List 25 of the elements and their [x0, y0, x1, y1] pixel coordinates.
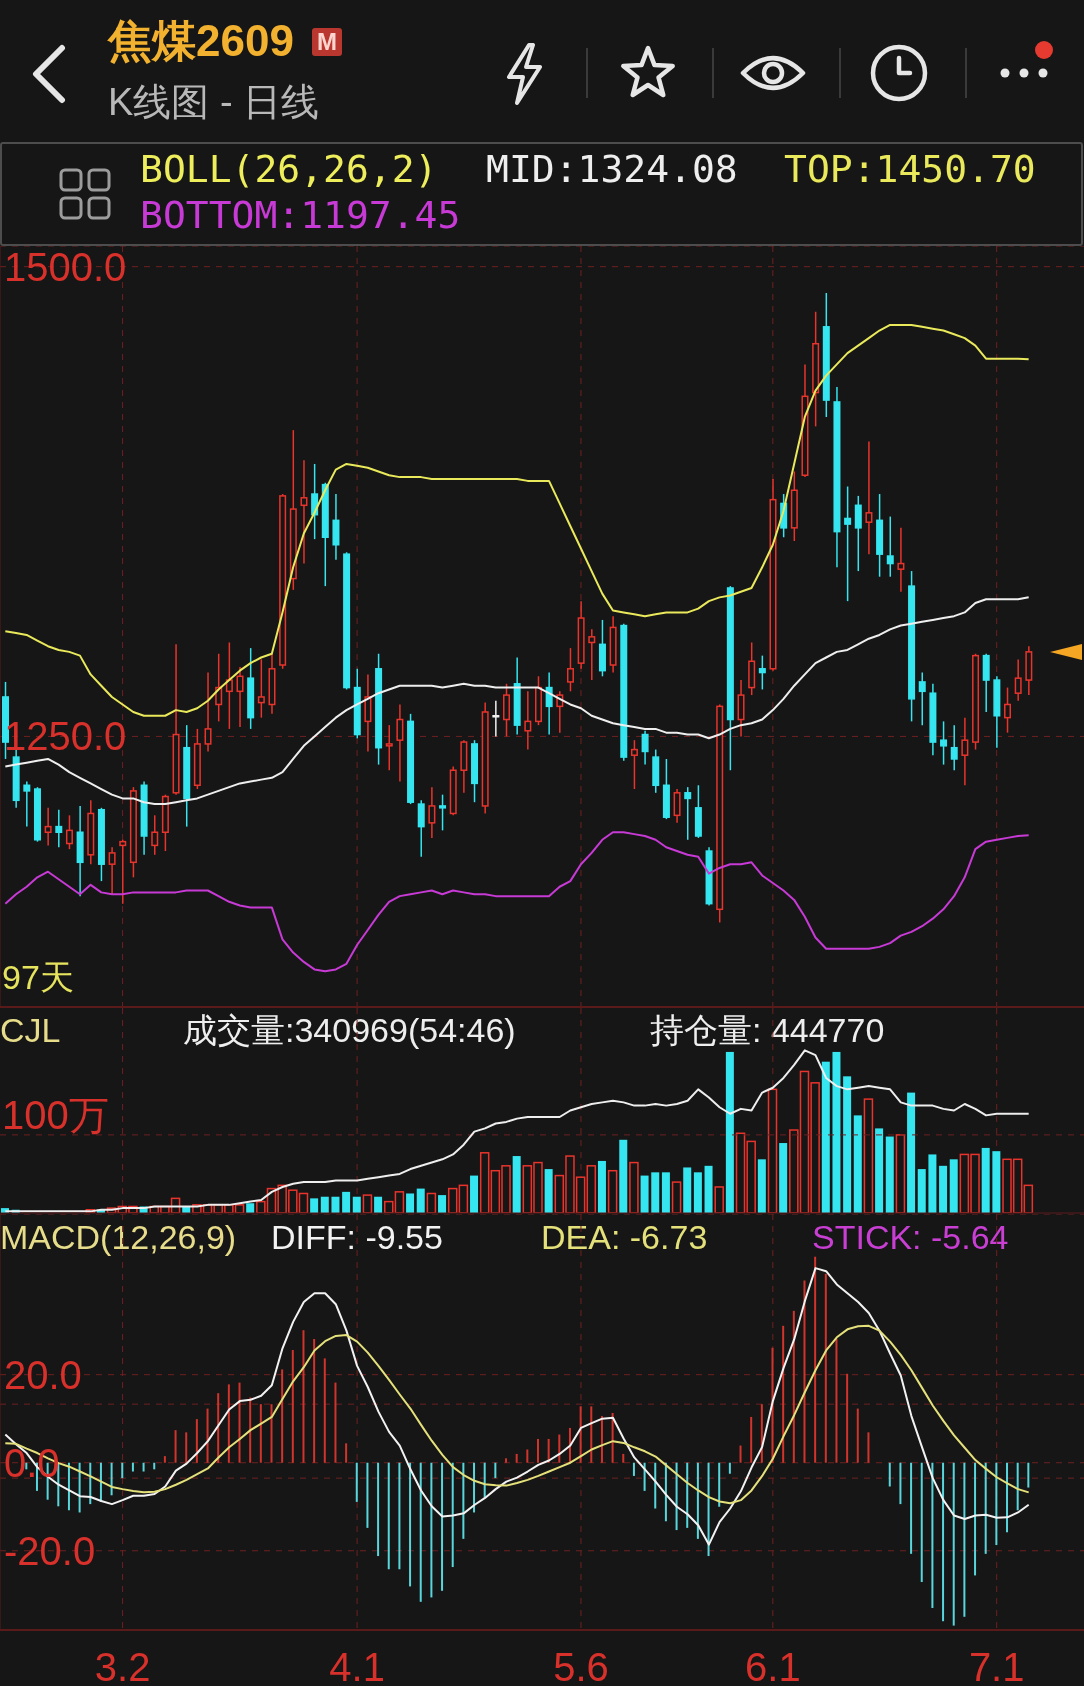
y-tick-label: 1500.0 — [4, 244, 127, 289]
chart-subtitle: K线图 - 日线 — [108, 81, 320, 123]
series-label: DIFF: -9.55 — [271, 1218, 443, 1256]
legend-title: BOLL(26,26,2) — [140, 147, 438, 191]
legend-title: CJL — [0, 1011, 61, 1049]
x-tick-label: 5.6 — [553, 1645, 609, 1686]
y-tick-label: -20.0 — [4, 1528, 96, 1573]
x-tick-label: 6.1 — [745, 1645, 801, 1686]
y-tick-label: 1250.0 — [4, 714, 127, 759]
text: MID:1324.08 — [486, 147, 738, 191]
text: DEA: -6.73 — [541, 1218, 708, 1256]
annotation: STICK: -5.64 — [812, 1218, 1009, 1256]
series-label: 持仓量: 444770 — [650, 1011, 885, 1049]
x-tick-label: 4.1 — [329, 1645, 385, 1686]
x-tick-label: 7.1 — [968, 1645, 1025, 1686]
text: BOTTOM:1197.45 — [140, 193, 461, 237]
chart-title: 焦煤2609 — [108, 16, 294, 65]
text: 成交量:340969(54:46) — [183, 1011, 516, 1049]
legend-title: MACD(12,26,9) — [0, 1218, 237, 1256]
ref-line-label: 100万 — [2, 1092, 109, 1137]
annotation: 97天 — [2, 958, 74, 996]
y-tick-label: 20.0 — [4, 1352, 82, 1397]
x-tick-label: 3.2 — [94, 1645, 151, 1686]
text: M — [312, 28, 342, 56]
text: TOP:1450.70 — [784, 147, 1036, 191]
